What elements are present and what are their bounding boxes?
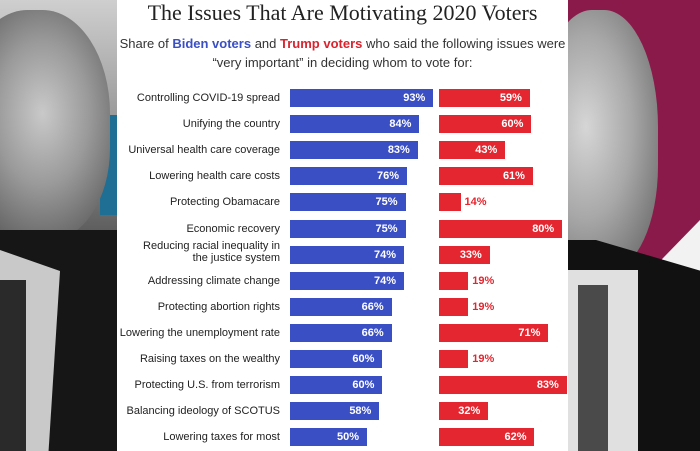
value-label-biden: 76% [377, 170, 400, 183]
bar-trump [439, 141, 506, 160]
value-label-biden: 84% [389, 118, 412, 131]
value-label-trump: 19% [472, 300, 495, 313]
bar-biden [290, 428, 367, 447]
value-label-biden: 50% [337, 431, 360, 444]
chart-row: Lowering taxes for most 50% 62% [0, 428, 700, 447]
value-label-trump: 71% [518, 326, 541, 339]
value-label-trump: 62% [504, 431, 527, 444]
chart-row: Economic recovery 75% 80% [0, 219, 700, 238]
bar-biden [290, 115, 420, 134]
legend-trump: Trump voters [280, 36, 363, 51]
chart-row: Addressing climate change 74% 19% [0, 271, 700, 290]
bar-trump [439, 219, 563, 238]
value-label-trump: 80% [532, 222, 555, 235]
chart-row: Controlling COVID-19 spread 93% 59% [0, 89, 700, 107]
subtitle-text: and [251, 36, 280, 51]
value-label-biden: 75% [375, 222, 398, 235]
bar-biden [290, 402, 380, 421]
category-label: Addressing climate change [147, 274, 280, 287]
chart-row: Unifying the country 84% 60% [0, 115, 700, 134]
chart-row: Balancing ideology of SCOTUS 58% 32% [0, 402, 700, 421]
value-label-biden: 66% [361, 326, 384, 339]
chart-row: Protecting U.S. from terrorism 60% 83% [0, 376, 700, 395]
bar-trump [439, 402, 489, 421]
chart-title: The Issues That Are Motivating 2020 Vote… [147, 0, 538, 25]
value-label-trump: 32% [458, 405, 481, 418]
bar-trump [439, 350, 469, 368]
category-label: Controlling COVID-19 spread [136, 92, 280, 104]
bar-biden [290, 89, 434, 107]
subtitle-text: Share of [119, 36, 173, 51]
chart-row: Lowering the unemployment rate 66% 71% [0, 323, 700, 342]
bar-biden [290, 141, 418, 160]
bar-trump [439, 323, 549, 342]
chart-row: Protecting abortion rights 66% 19% [0, 297, 700, 316]
bar-trump [439, 167, 533, 186]
biden-face [0, 10, 110, 240]
bar-biden [290, 350, 383, 368]
value-label-trump: 61% [502, 170, 525, 183]
category-label: Lowering health care costs [149, 170, 280, 183]
value-label-biden: 74% [373, 248, 396, 261]
value-label-biden: 74% [373, 274, 396, 287]
trump-tie [578, 285, 608, 451]
category-label: Reducing racial inequality in the justice… [143, 239, 280, 264]
value-label-trump: 60% [501, 118, 524, 131]
bar-biden [290, 271, 404, 290]
category-label: Unifying the country [182, 118, 280, 131]
value-label-trump: 43% [475, 144, 498, 157]
value-label-trump: 14% [464, 196, 487, 209]
chart-row: Universal health care coverage 83% 43% [0, 141, 700, 160]
bar-trump [439, 297, 469, 316]
subtitle-text: who said the following issues were “very… [212, 36, 566, 70]
bar-trump [439, 193, 461, 212]
category-label: Protecting Obamacare [169, 196, 280, 209]
category-label: Lowering the unemployment rate [119, 326, 280, 339]
chart-row: Protecting Obamacare 75% 14% [0, 193, 700, 212]
bar-biden [290, 193, 406, 212]
value-label-trump: 59% [499, 92, 522, 104]
bar-biden [290, 323, 392, 342]
chart-subtitle: Share of Biden voters and Trump voters w… [117, 34, 568, 72]
bar-trump [439, 245, 490, 264]
category-label: Universal health care coverage [128, 144, 280, 157]
bar-trump [439, 428, 535, 447]
category-label: Raising taxes on the wealthy [139, 353, 280, 365]
value-label-biden: 60% [352, 353, 375, 365]
bar-trump [439, 89, 530, 107]
bar-trump [439, 115, 532, 134]
bar-biden [290, 297, 392, 316]
trump-photo [568, 0, 700, 451]
chart-row: Lowering health care costs 76% 61% [0, 167, 700, 186]
bar-biden [290, 376, 383, 395]
value-label-biden: 75% [375, 196, 398, 209]
bar-biden [290, 167, 408, 186]
chart-row: Raising taxes on the wealthy 60% 19% [0, 350, 700, 368]
value-label-biden: 66% [361, 300, 384, 313]
value-label-biden: 83% [387, 144, 410, 157]
bar-biden [290, 219, 406, 238]
category-label: Economic recovery [186, 222, 280, 235]
value-label-biden: 93% [403, 92, 426, 104]
value-label-trump: 83% [536, 379, 559, 392]
value-label-trump: 19% [472, 274, 495, 287]
chart-row: Reducing racial inequality in the justice… [0, 240, 700, 264]
value-label-biden: 60% [352, 379, 375, 392]
value-label-biden: 58% [349, 405, 372, 418]
bar-trump [439, 271, 469, 290]
biden-photo [0, 0, 117, 451]
category-label: Balancing ideology of SCOTUS [126, 405, 280, 418]
trump-face [568, 10, 658, 270]
category-label: Lowering taxes for most [163, 431, 280, 444]
legend-biden: Biden voters [172, 36, 252, 51]
value-label-trump: 19% [472, 353, 495, 365]
bar-biden [290, 245, 404, 264]
bar-trump [439, 376, 567, 395]
category-label: Protecting abortion rights [157, 300, 280, 313]
category-label: Protecting U.S. from terrorism [134, 379, 280, 392]
value-label-trump: 33% [459, 248, 482, 261]
biden-tie [0, 280, 26, 451]
